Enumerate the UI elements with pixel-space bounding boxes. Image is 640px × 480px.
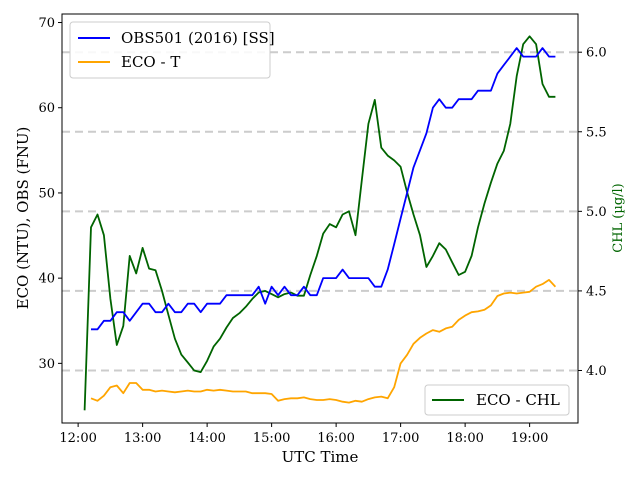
y-right-tick-label-0: 4.0 bbox=[586, 364, 607, 379]
x-axis-label: UTC Time bbox=[282, 448, 359, 466]
series-layer bbox=[83, 35, 557, 411]
y-left-tick-label-1: 40 bbox=[38, 272, 55, 287]
x-tick-label-0: 12:00 bbox=[59, 431, 96, 446]
y-left-tick-label-4: 70 bbox=[38, 16, 55, 31]
series-line-2 bbox=[83, 35, 556, 411]
x-tick-label-7: 19:00 bbox=[511, 431, 548, 446]
legend-right: ECO - CHL bbox=[424, 384, 570, 416]
y-right-tick-label-4: 6.0 bbox=[586, 46, 607, 61]
x-tick-label-2: 14:00 bbox=[188, 431, 225, 446]
y-axis-right: 4.0 4.5 5.0 5.5 6.0 bbox=[578, 46, 607, 379]
plot-frame bbox=[61, 13, 579, 424]
legend-left: OBS501 (2016) [SS] ECO - T bbox=[69, 21, 275, 79]
x-axis: 12:00 13:00 14:00 15:00 16:00 17:00 18:00 19:00 bbox=[59, 423, 548, 446]
y-left-tick-label-0: 30 bbox=[38, 357, 55, 372]
y-right-tick-label-1: 4.5 bbox=[586, 284, 607, 299]
series-line-1 bbox=[90, 278, 557, 404]
legend-right-box bbox=[424, 384, 570, 416]
y-axis-right-label: CHL (µg/l) bbox=[611, 183, 626, 253]
x-tick-label-5: 17:00 bbox=[382, 431, 419, 446]
y-right-tick-label-3: 5.5 bbox=[586, 125, 607, 140]
y-left-tick-label-3: 60 bbox=[38, 101, 55, 116]
x-tick-label-6: 18:00 bbox=[446, 431, 483, 446]
legend-eco-t-label: ECO - T bbox=[121, 53, 180, 71]
y-right-tick-label-2: 5.0 bbox=[586, 205, 607, 220]
legend-obs-label: OBS501 (2016) [SS] bbox=[121, 29, 275, 47]
x-tick-label-4: 16:00 bbox=[317, 431, 354, 446]
gridlines bbox=[62, 51, 578, 372]
y-axis-left-label: ECO (NTU), OBS (FNU) bbox=[14, 127, 32, 310]
x-tick-label-1: 13:00 bbox=[124, 431, 161, 446]
x-tick-label-3: 15:00 bbox=[253, 431, 290, 446]
y-left-tick-label-2: 50 bbox=[38, 186, 55, 201]
series-line-0 bbox=[91, 47, 556, 331]
legend-left-box bbox=[69, 21, 271, 79]
legend-chl-label: ECO - CHL bbox=[476, 391, 560, 409]
y-axis-left: 30 40 50 60 70 bbox=[38, 16, 62, 372]
